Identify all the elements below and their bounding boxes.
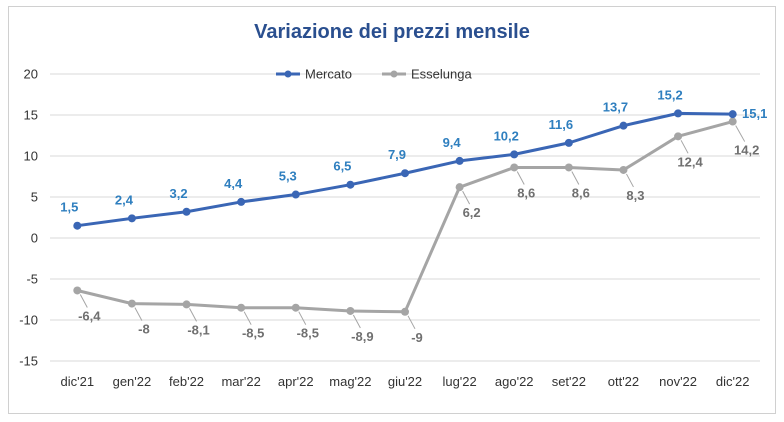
x-tick-label: apr'22 [278, 374, 314, 389]
data-label: 15,2 [657, 87, 682, 102]
data-label: 5,3 [279, 169, 297, 184]
chart-title: Variazione dei prezzi mensile [254, 21, 530, 43]
label-leader [79, 294, 88, 308]
data-point [455, 156, 464, 165]
data-label: -8,5 [242, 326, 264, 341]
data-label: 4,4 [224, 176, 243, 191]
data-point [510, 163, 519, 172]
x-tick-label: dic'21 [61, 374, 95, 389]
data-point [619, 121, 628, 130]
data-point [291, 190, 300, 199]
data-point [346, 180, 355, 189]
y-tick-label: 0 [31, 231, 38, 246]
y-tick-label: -15 [19, 354, 38, 369]
data-point [619, 165, 628, 174]
data-labels: 1,5 2,4 3,2 4,4 5,3 6,5 7,9 9,4 10,2 11,6 13,7 15,2… [60, 87, 767, 344]
data-point [346, 306, 355, 315]
data-label: 11,6 [549, 117, 574, 132]
y-tick-label: 20 [24, 67, 38, 82]
legend-label: Esselunga [411, 67, 472, 82]
data-label: 1,5 [60, 200, 78, 215]
data-label: -8,5 [297, 326, 319, 341]
label-leader [298, 311, 307, 325]
y-axis: 20 15 10 5 0 -5 -10 -15 [19, 67, 38, 369]
data-point [510, 150, 519, 159]
x-tick-label: giu'22 [388, 374, 422, 389]
data-point [564, 138, 573, 147]
y-tick-label: -5 [26, 272, 38, 287]
data-point [728, 117, 737, 126]
data-label: -6,4 [78, 308, 101, 323]
data-point [182, 207, 191, 216]
legend-label: Mercato [305, 67, 352, 82]
legend: Mercato Esselunga [276, 67, 472, 82]
x-tick-label: lug'22 [442, 374, 476, 389]
data-label: 6,2 [463, 205, 481, 220]
y-tick-label: 15 [24, 108, 38, 123]
label-leader [134, 307, 143, 321]
data-label: 3,2 [169, 186, 187, 201]
data-label: 8,3 [626, 188, 644, 203]
data-label: 8,6 [517, 185, 535, 200]
label-leader [735, 125, 746, 142]
data-point [291, 303, 300, 312]
x-tick-label: nov'22 [659, 374, 697, 389]
x-tick-label: feb'22 [169, 374, 204, 389]
label-leader [243, 311, 252, 325]
data-label: -8,9 [351, 329, 373, 344]
data-point [237, 197, 246, 206]
label-leader [626, 173, 634, 188]
x-axis: dic'21 gen'22 feb'22 mar'22 apr'22 mag'22 giu'… [61, 374, 750, 389]
data-point [73, 221, 82, 230]
data-label: 9,4 [443, 135, 462, 150]
x-tick-label: mar'22 [221, 374, 260, 389]
data-point [401, 169, 409, 178]
legend-swatch-marker [390, 70, 398, 78]
grid [50, 73, 760, 362]
data-label: 13,7 [603, 100, 628, 115]
data-point [401, 307, 409, 316]
data-point [674, 109, 683, 118]
data-point [73, 286, 82, 295]
label-leader [462, 190, 471, 205]
data-point [455, 183, 464, 192]
chart-frame [8, 6, 776, 414]
data-point [127, 299, 136, 308]
x-tick-label: mag'22 [329, 374, 371, 389]
data-label: 6,5 [333, 159, 351, 174]
data-label: 14,2 [734, 143, 759, 158]
label-leader [189, 308, 197, 322]
data-point [127, 214, 136, 223]
x-tick-label: ott'22 [608, 374, 639, 389]
data-label: 12,4 [677, 154, 703, 169]
y-tick-label: -10 [19, 313, 38, 328]
data-point [564, 163, 573, 172]
legend-swatch-marker [284, 70, 292, 78]
label-leader [680, 140, 689, 154]
x-tick-label: dic'22 [716, 374, 750, 389]
label-leader [407, 315, 416, 330]
x-tick-label: gen'22 [113, 374, 152, 389]
x-tick-label: ago'22 [495, 374, 534, 389]
data-label: 7,9 [388, 147, 406, 162]
data-label: -8 [138, 322, 150, 337]
label-leader [516, 171, 525, 185]
data-label: -9 [411, 330, 423, 345]
data-point [182, 300, 191, 309]
label-leader [352, 314, 361, 329]
x-tick-label: set'22 [552, 374, 586, 389]
series-layer [73, 109, 737, 316]
data-label: 10,2 [494, 128, 519, 143]
data-label: 15,1 [742, 106, 767, 121]
y-tick-label: 5 [31, 190, 38, 205]
data-label: -8,1 [187, 322, 209, 337]
data-label: 8,6 [572, 185, 590, 200]
data-point [237, 303, 246, 312]
data-label: 2,4 [115, 192, 134, 207]
data-point [728, 110, 737, 119]
label-leader [571, 171, 580, 185]
data-point [674, 132, 683, 141]
y-tick-label: 10 [24, 149, 38, 164]
